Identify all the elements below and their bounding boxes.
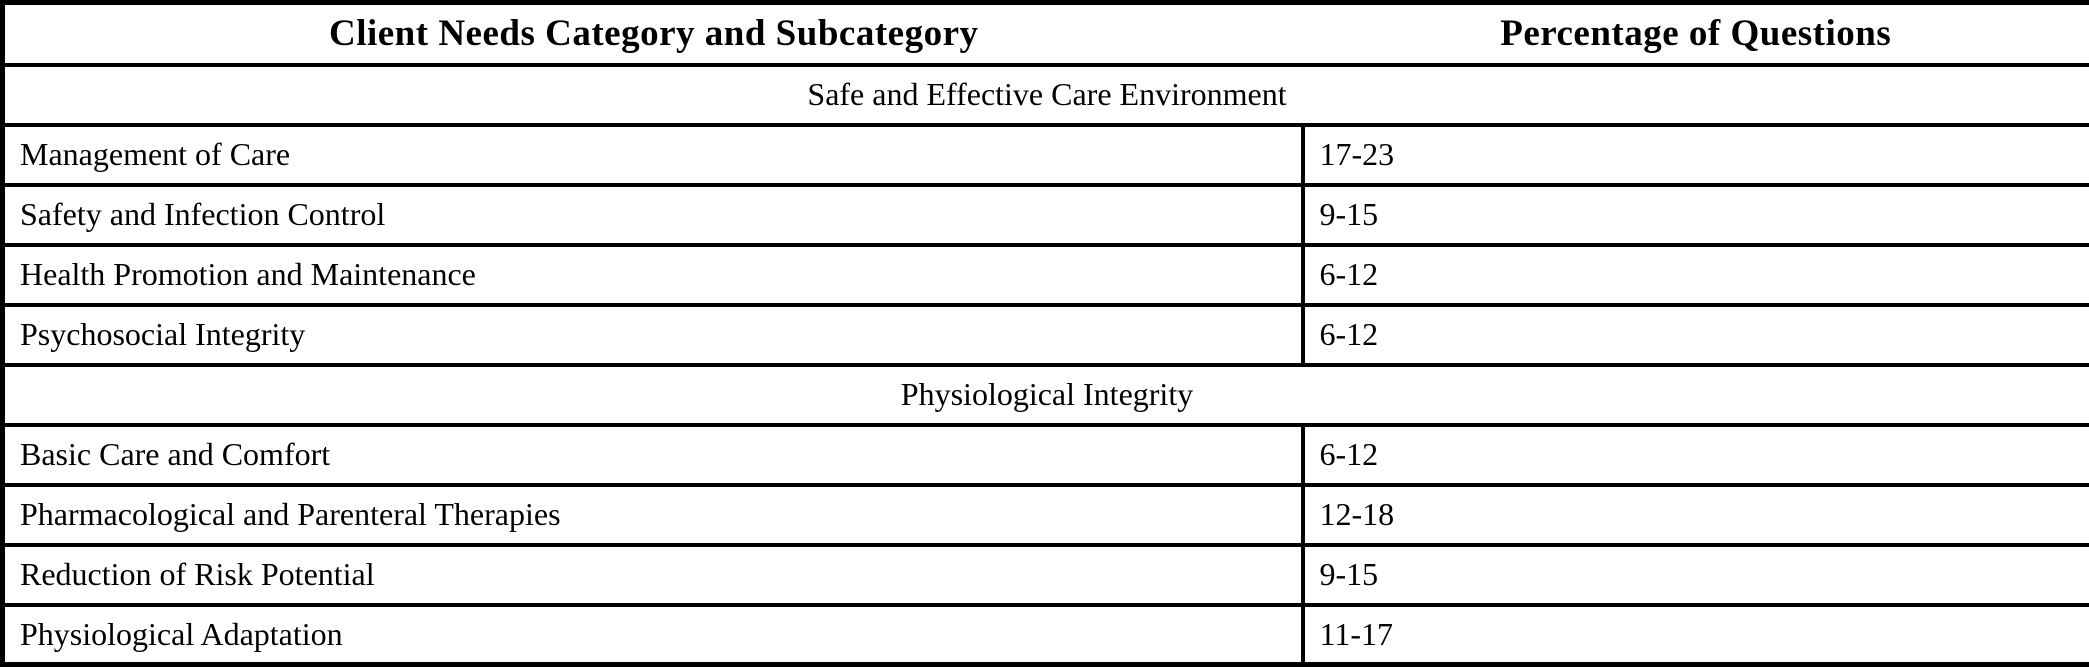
- table-row: Management of Care 17-23: [3, 125, 2089, 185]
- table-header-row: Client Needs Category and Subcategory Pe…: [3, 3, 2089, 65]
- table-row: Psychosocial Integrity 6-12: [3, 305, 2089, 365]
- percentage-cell: 9-15: [1303, 185, 2089, 245]
- category-cell: Basic Care and Comfort: [3, 425, 1303, 485]
- table-row: Reduction of Risk Potential 9-15: [3, 545, 2089, 605]
- section-title: Physiological Integrity: [3, 365, 2089, 425]
- section-title: Safe and Effective Care Environment: [3, 65, 2089, 125]
- category-cell: Reduction of Risk Potential: [3, 545, 1303, 605]
- percentage-cell: 6-12: [1303, 425, 2089, 485]
- header-category-cell: Client Needs Category and Subcategory: [3, 3, 1303, 65]
- category-cell: Pharmacological and Parenteral Therapies: [3, 485, 1303, 545]
- percentage-cell: 11-17: [1303, 605, 2089, 665]
- percentage-cell: 6-12: [1303, 305, 2089, 365]
- table-row: Basic Care and Comfort 6-12: [3, 425, 2089, 485]
- category-cell: Health Promotion and Maintenance: [3, 245, 1303, 305]
- category-cell: Management of Care: [3, 125, 1303, 185]
- table-row: Health Promotion and Maintenance 6-12: [3, 245, 2089, 305]
- table-row: Physiological Adaptation 11-17: [3, 605, 2089, 665]
- percentage-cell: 9-15: [1303, 545, 2089, 605]
- category-cell: Safety and Infection Control: [3, 185, 1303, 245]
- percentage-cell: 12-18: [1303, 485, 2089, 545]
- table-row: Pharmacological and Parenteral Therapies…: [3, 485, 2089, 545]
- header-percentage-cell: Percentage of Questions: [1303, 3, 2089, 65]
- percentage-cell: 6-12: [1303, 245, 2089, 305]
- category-cell: Physiological Adaptation: [3, 605, 1303, 665]
- section-row-physiological-integrity: Physiological Integrity: [3, 365, 2089, 425]
- table-row: Safety and Infection Control 9-15: [3, 185, 2089, 245]
- percentage-cell: 17-23: [1303, 125, 2089, 185]
- section-row-safe-effective-care: Safe and Effective Care Environment: [3, 65, 2089, 125]
- category-cell: Psychosocial Integrity: [3, 305, 1303, 365]
